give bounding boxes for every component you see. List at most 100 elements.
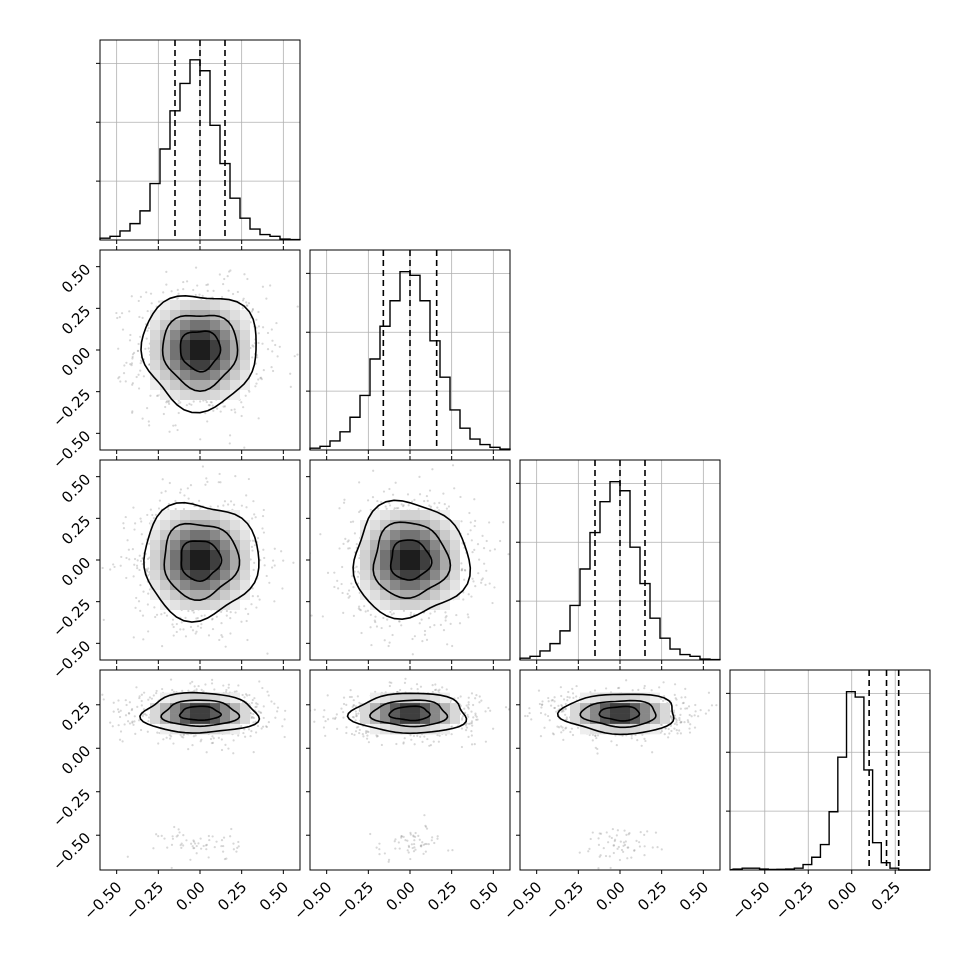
sample-point [194, 293, 197, 297]
sample-point [131, 707, 134, 711]
sample-point [463, 578, 466, 581]
sample-point [168, 481, 171, 485]
sample-point [225, 688, 228, 692]
sample-point [208, 404, 211, 407]
density-cell [230, 713, 240, 724]
density-cell [370, 570, 380, 580]
density-cell [150, 380, 160, 390]
sample-point [172, 424, 175, 427]
density-cell [220, 390, 230, 400]
sample-point [141, 557, 144, 560]
sample-point [435, 688, 438, 691]
sample-point [109, 721, 112, 724]
sample-point [438, 688, 441, 691]
sample-point [481, 534, 484, 537]
sample-point [470, 720, 474, 723]
sample-point [229, 500, 233, 503]
density-cell [440, 520, 450, 530]
sample-point [336, 727, 339, 730]
density-cell [410, 520, 420, 530]
sample-point [257, 710, 260, 713]
sample-point [211, 618, 214, 621]
joint-content [101, 678, 287, 870]
sample-point [355, 543, 358, 546]
sample-point [349, 520, 353, 524]
sample-point [117, 699, 120, 702]
sample-point [147, 592, 150, 595]
sample-point [388, 625, 391, 628]
sample-point [341, 591, 344, 595]
density-cell [160, 590, 170, 600]
joint-panel-3-0 [96, 666, 301, 874]
density-cell [220, 330, 230, 340]
sample-point [249, 735, 252, 738]
sample-point [251, 587, 254, 590]
sample-point [255, 318, 258, 321]
sample-point [259, 711, 263, 714]
sample-point [148, 696, 152, 699]
sample-point [473, 548, 476, 552]
density-cell [440, 600, 450, 610]
sample-point [469, 529, 472, 532]
density-cell [210, 723, 220, 735]
density-cell [220, 530, 230, 540]
density-cell [190, 723, 200, 735]
density-cell [190, 600, 200, 610]
sample-point [259, 559, 262, 562]
sample-point [488, 582, 491, 585]
sample-point [428, 489, 432, 492]
sample-point [127, 712, 131, 715]
sample-point [204, 412, 207, 415]
sample-point [147, 574, 150, 577]
sample-point [471, 577, 474, 580]
sample-point [380, 500, 383, 504]
sample-point [200, 622, 203, 626]
sample-point [223, 405, 227, 408]
sample-point [112, 701, 115, 704]
density-cell [230, 390, 240, 400]
sample-point [182, 844, 185, 847]
sample-point [467, 735, 470, 738]
density-cell [150, 360, 160, 370]
density-cell [170, 550, 180, 560]
sample-point [278, 345, 281, 348]
sample-point [202, 690, 205, 693]
density-cell [360, 580, 370, 590]
sample-point [487, 706, 490, 710]
sample-point [467, 715, 470, 718]
sample-point [463, 568, 467, 572]
contour-line [372, 521, 452, 600]
sample-point [413, 635, 416, 638]
sample-point [470, 721, 473, 725]
density-cell [430, 520, 440, 530]
sample-point [342, 711, 345, 714]
density-cell [190, 692, 200, 704]
histogram-panel-2 [516, 459, 721, 664]
sample-point [369, 613, 372, 616]
density-cell [380, 520, 390, 530]
sample-point [245, 494, 248, 497]
density-cell [150, 530, 160, 540]
sample-point [445, 614, 448, 618]
sample-point [226, 275, 229, 278]
sample-point [220, 844, 223, 848]
sample-point [157, 507, 161, 510]
sample-point [177, 399, 180, 402]
density-cell [390, 550, 400, 560]
sample-point [184, 635, 188, 638]
density-cell [180, 320, 190, 330]
sample-point [252, 721, 255, 724]
sample-point [261, 285, 265, 288]
sample-point [223, 277, 226, 281]
density-cell [170, 692, 180, 704]
sample-point [199, 837, 202, 840]
sample-point [140, 533, 143, 536]
density-cell [420, 530, 430, 540]
sample-point [235, 850, 238, 853]
density-cell [220, 300, 230, 310]
density-cell [180, 360, 190, 370]
sample-point [102, 618, 105, 621]
sample-point [425, 494, 429, 498]
sample-point [342, 702, 346, 706]
